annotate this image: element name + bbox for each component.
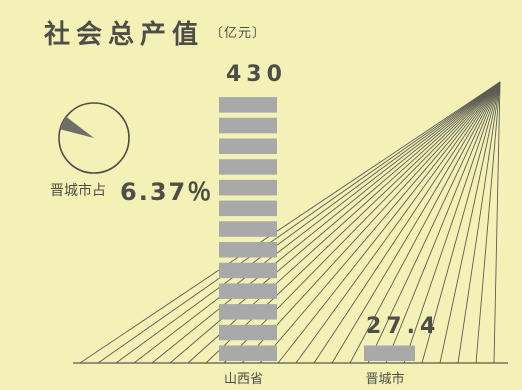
ray-line <box>79 81 501 364</box>
ray-line <box>295 81 501 364</box>
bar-segment <box>219 138 277 154</box>
ray-line <box>97 81 501 364</box>
ray-line <box>493 81 501 364</box>
category-label: 晋城市 <box>365 372 405 387</box>
bar-1 <box>364 345 415 361</box>
bar-value-label: 27.4 <box>366 313 441 339</box>
bar-segment <box>219 159 277 175</box>
ray-line <box>151 81 501 364</box>
bar-segment <box>219 221 277 237</box>
ray-line <box>259 81 501 364</box>
ray-line <box>403 81 501 364</box>
bar-segment <box>219 324 277 341</box>
ray-line <box>421 81 501 364</box>
share-pie <box>58 102 130 174</box>
bar-segment <box>219 304 277 320</box>
bar-segment <box>219 242 277 258</box>
ray-line <box>241 81 501 364</box>
bar-segment <box>219 262 277 279</box>
ray-line <box>331 81 501 364</box>
ray-line <box>115 81 501 364</box>
bar-segment <box>219 179 277 196</box>
bar-segment <box>219 200 277 217</box>
bar-segment <box>219 97 277 113</box>
ray-line <box>277 81 501 364</box>
unit-label: 〔亿元〕 <box>210 26 267 41</box>
bar-segment <box>364 345 415 361</box>
pie-outline <box>58 102 130 174</box>
bar-0 <box>219 97 277 361</box>
share-value: 6.37％ <box>120 178 214 206</box>
ray-line <box>457 81 501 364</box>
ray-line <box>439 81 501 364</box>
pie-slice-share <box>60 116 94 138</box>
ray-line <box>385 81 501 364</box>
chart-title: 社会总产值 <box>44 20 205 50</box>
ray-line <box>367 81 501 364</box>
bar-segment <box>219 117 277 134</box>
ray-line <box>349 81 501 364</box>
ray-line <box>133 81 501 364</box>
bar-value-label: 430 <box>226 62 287 87</box>
bars-group <box>219 97 415 361</box>
ray-line <box>475 81 501 364</box>
bar-segment <box>219 345 277 361</box>
bar-segment <box>219 283 277 299</box>
share-label: 晋城市占 <box>50 183 106 199</box>
category-label: 山西省 <box>224 372 264 387</box>
ray-line <box>313 81 501 364</box>
